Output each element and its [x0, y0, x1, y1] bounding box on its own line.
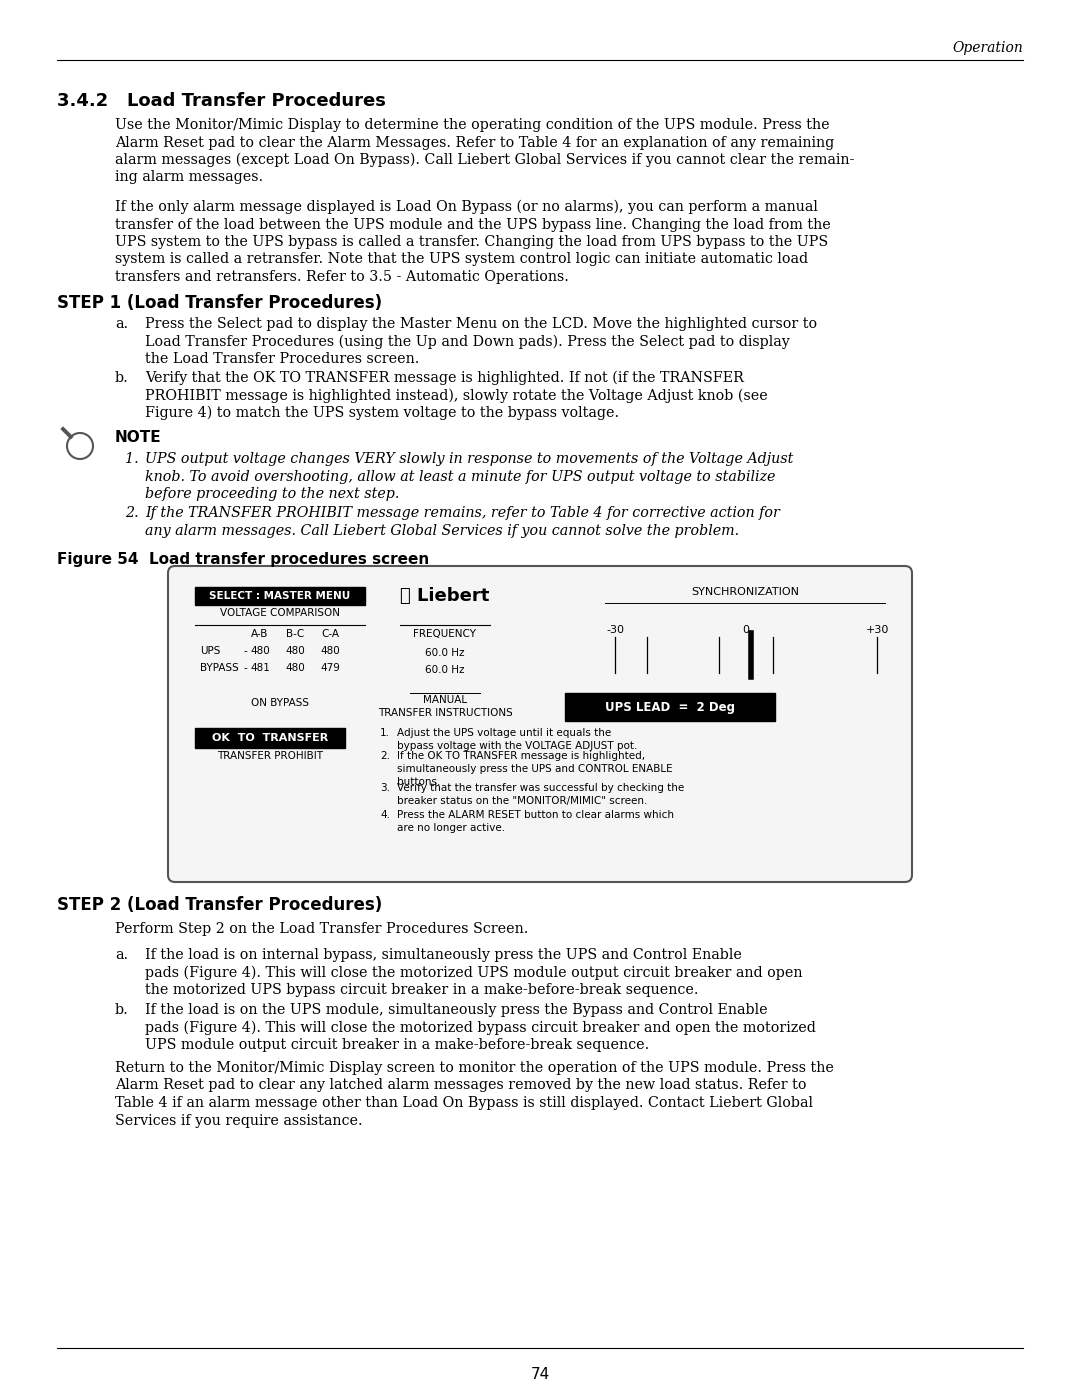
Text: UPS LEAD  =  2 Deg: UPS LEAD = 2 Deg [605, 700, 735, 714]
Text: UPS output voltage changes VERY slowly in response to movements of the Voltage A: UPS output voltage changes VERY slowly i… [145, 453, 794, 467]
Text: b.: b. [114, 372, 129, 386]
Text: C-A: C-A [321, 629, 339, 638]
Text: pads (Figure 4). This will close the motorized bypass circuit breaker and open t: pads (Figure 4). This will close the mot… [145, 1020, 815, 1035]
Text: If the load is on the UPS module, simultaneously press the Bypass and Control En: If the load is on the UPS module, simult… [145, 1003, 768, 1017]
Text: Use the Monitor/Mimic Display to determine the operating condition of the UPS mo: Use the Monitor/Mimic Display to determi… [114, 117, 829, 131]
Text: system is called a retransfer. Note that the UPS system control logic can initia: system is called a retransfer. Note that… [114, 253, 808, 267]
Text: -: - [243, 645, 247, 657]
Text: BYPASS: BYPASS [200, 664, 239, 673]
Text: pads (Figure 4). This will close the motorized UPS module output circuit breaker: pads (Figure 4). This will close the mot… [145, 965, 802, 979]
Text: 3.4.2   Load Transfer Procedures: 3.4.2 Load Transfer Procedures [57, 92, 386, 110]
Text: 479: 479 [320, 664, 340, 673]
Bar [565, 693, 775, 721]
Text: 1.: 1. [125, 453, 138, 467]
Text: SELECT : MASTER MENU: SELECT : MASTER MENU [210, 591, 351, 601]
Text: 480: 480 [285, 645, 305, 657]
Text: Press the Select pad to display the Master Menu on the LCD. Move the highlighted: Press the Select pad to display the Mast… [145, 317, 818, 331]
Text: Alarm Reset pad to clear the Alarm Messages. Refer to Table 4 for an explanation: Alarm Reset pad to clear the Alarm Messa… [114, 136, 834, 149]
Text: breaker status on the "MONITOR/MIMIC" screen.: breaker status on the "MONITOR/MIMIC" sc… [397, 796, 647, 806]
Text: buttons.: buttons. [397, 777, 441, 787]
Bar [195, 587, 365, 605]
Text: Adjust the UPS voltage until it equals the: Adjust the UPS voltage until it equals t… [397, 728, 611, 738]
Text: any alarm messages. Call Liebert Global Services if you cannot solve the problem: any alarm messages. Call Liebert Global … [145, 524, 739, 538]
Text: alarm messages (except Load On Bypass). Call Liebert Global Services if you cann: alarm messages (except Load On Bypass). … [114, 154, 854, 168]
Text: TRANSFER INSTRUCTIONS: TRANSFER INSTRUCTIONS [378, 708, 512, 718]
Text: 4.: 4. [380, 810, 390, 820]
Text: STEP 1 (Load Transfer Procedures): STEP 1 (Load Transfer Procedures) [57, 293, 382, 312]
Text: 2.: 2. [125, 506, 138, 520]
Text: ing alarm messages.: ing alarm messages. [114, 170, 264, 184]
FancyBboxPatch shape [168, 566, 912, 882]
Text: 60.0 Hz: 60.0 Hz [426, 665, 464, 675]
Text: simultaneously press the UPS and CONTROL ENABLE: simultaneously press the UPS and CONTROL… [397, 764, 673, 774]
Text: Ⓛ Liebert: Ⓛ Liebert [401, 587, 489, 605]
Text: Operation: Operation [953, 41, 1023, 54]
Text: STEP 2 (Load Transfer Procedures): STEP 2 (Load Transfer Procedures) [57, 895, 382, 914]
Text: NOTE: NOTE [114, 430, 162, 446]
Text: 480: 480 [251, 645, 270, 657]
Text: before proceeding to the next step.: before proceeding to the next step. [145, 488, 400, 502]
Text: Return to the Monitor/Mimic Display screen to monitor the operation of the UPS m: Return to the Monitor/Mimic Display scre… [114, 1060, 834, 1076]
Text: transfer of the load between the UPS module and the UPS bypass line. Changing th: transfer of the load between the UPS mod… [114, 218, 831, 232]
Text: If the OK TO TRANSFER message is highlighted,: If the OK TO TRANSFER message is highlig… [397, 752, 645, 761]
Text: If the TRANSFER PROHIBIT message remains, refer to Table 4 for corrective action: If the TRANSFER PROHIBIT message remains… [145, 506, 780, 520]
Text: 480: 480 [320, 645, 340, 657]
Text: -: - [243, 664, 247, 673]
Text: If the only alarm message displayed is Load On Bypass (or no alarms), you can pe: If the only alarm message displayed is L… [114, 200, 818, 214]
Text: Verify that the OK TO TRANSFER message is highlighted. If not (if the TRANSFER: Verify that the OK TO TRANSFER message i… [145, 372, 744, 386]
Text: Press the ALARM RESET button to clear alarms which: Press the ALARM RESET button to clear al… [397, 810, 674, 820]
Text: ON BYPASS: ON BYPASS [251, 698, 309, 708]
Text: Figure 54  Load transfer procedures screen: Figure 54 Load transfer procedures scree… [57, 552, 429, 567]
Text: a.: a. [114, 317, 129, 331]
Text: Perform Step 2 on the Load Transfer Procedures Screen.: Perform Step 2 on the Load Transfer Proc… [114, 922, 528, 936]
Text: knob. To avoid overshooting, allow at least a minute for UPS output voltage to s: knob. To avoid overshooting, allow at le… [145, 469, 775, 483]
Text: 3.: 3. [380, 782, 390, 793]
Text: 60.0 Hz: 60.0 Hz [426, 648, 464, 658]
Text: OK  TO  TRANSFER: OK TO TRANSFER [212, 733, 328, 743]
Text: 74: 74 [530, 1368, 550, 1382]
Text: UPS system to the UPS bypass is called a transfer. Changing the load from UPS by: UPS system to the UPS bypass is called a… [114, 235, 828, 249]
Text: If the load is on internal bypass, simultaneously press the UPS and Control Enab: If the load is on internal bypass, simul… [145, 949, 742, 963]
Text: the motorized UPS bypass circuit breaker in a make-before-break sequence.: the motorized UPS bypass circuit breaker… [145, 983, 699, 997]
Text: SYNCHRONIZATION: SYNCHRONIZATION [691, 587, 799, 597]
Text: UPS: UPS [200, 645, 220, 657]
Text: Table 4 if an alarm message other than Load On Bypass is still displayed. Contac: Table 4 if an alarm message other than L… [114, 1097, 813, 1111]
Text: the Load Transfer Procedures screen.: the Load Transfer Procedures screen. [145, 352, 419, 366]
Text: transfers and retransfers. Refer to 3.5 - Automatic Operations.: transfers and retransfers. Refer to 3.5 … [114, 270, 569, 284]
Text: B-C: B-C [286, 629, 305, 638]
Text: MANUAL: MANUAL [423, 694, 467, 705]
Text: A-B: A-B [252, 629, 269, 638]
Bar [195, 728, 345, 747]
Text: b.: b. [114, 1003, 129, 1017]
Text: Figure 4) to match the UPS system voltage to the bypass voltage.: Figure 4) to match the UPS system voltag… [145, 407, 619, 420]
Text: 1.: 1. [380, 728, 390, 738]
Text: Load Transfer Procedures (using the Up and Down pads). Press the Select pad to d: Load Transfer Procedures (using the Up a… [145, 334, 789, 349]
Text: a.: a. [114, 949, 129, 963]
Text: bypass voltage with the VOLTAGE ADJUST pot.: bypass voltage with the VOLTAGE ADJUST p… [397, 740, 637, 752]
Text: 480: 480 [285, 664, 305, 673]
Text: FREQUENCY: FREQUENCY [414, 629, 476, 638]
Text: Verify that the transfer was successful by checking the: Verify that the transfer was successful … [397, 782, 685, 793]
Text: +30: +30 [865, 624, 889, 636]
Text: 0: 0 [743, 624, 750, 636]
Text: -30: -30 [606, 624, 624, 636]
Text: TRANSFER PROHIBIT: TRANSFER PROHIBIT [217, 752, 323, 761]
Text: Services if you require assistance.: Services if you require assistance. [114, 1113, 363, 1127]
Text: 481: 481 [251, 664, 270, 673]
Text: PROHIBIT message is highlighted instead), slowly rotate the Voltage Adjust knob : PROHIBIT message is highlighted instead)… [145, 388, 768, 402]
Text: 2.: 2. [380, 752, 390, 761]
Text: are no longer active.: are no longer active. [397, 823, 505, 833]
Text: UPS module output circuit breaker in a make-before-break sequence.: UPS module output circuit breaker in a m… [145, 1038, 649, 1052]
Text: Alarm Reset pad to clear any latched alarm messages removed by the new load stat: Alarm Reset pad to clear any latched ala… [114, 1078, 807, 1092]
Text: VOLTAGE COMPARISON: VOLTAGE COMPARISON [220, 608, 340, 617]
